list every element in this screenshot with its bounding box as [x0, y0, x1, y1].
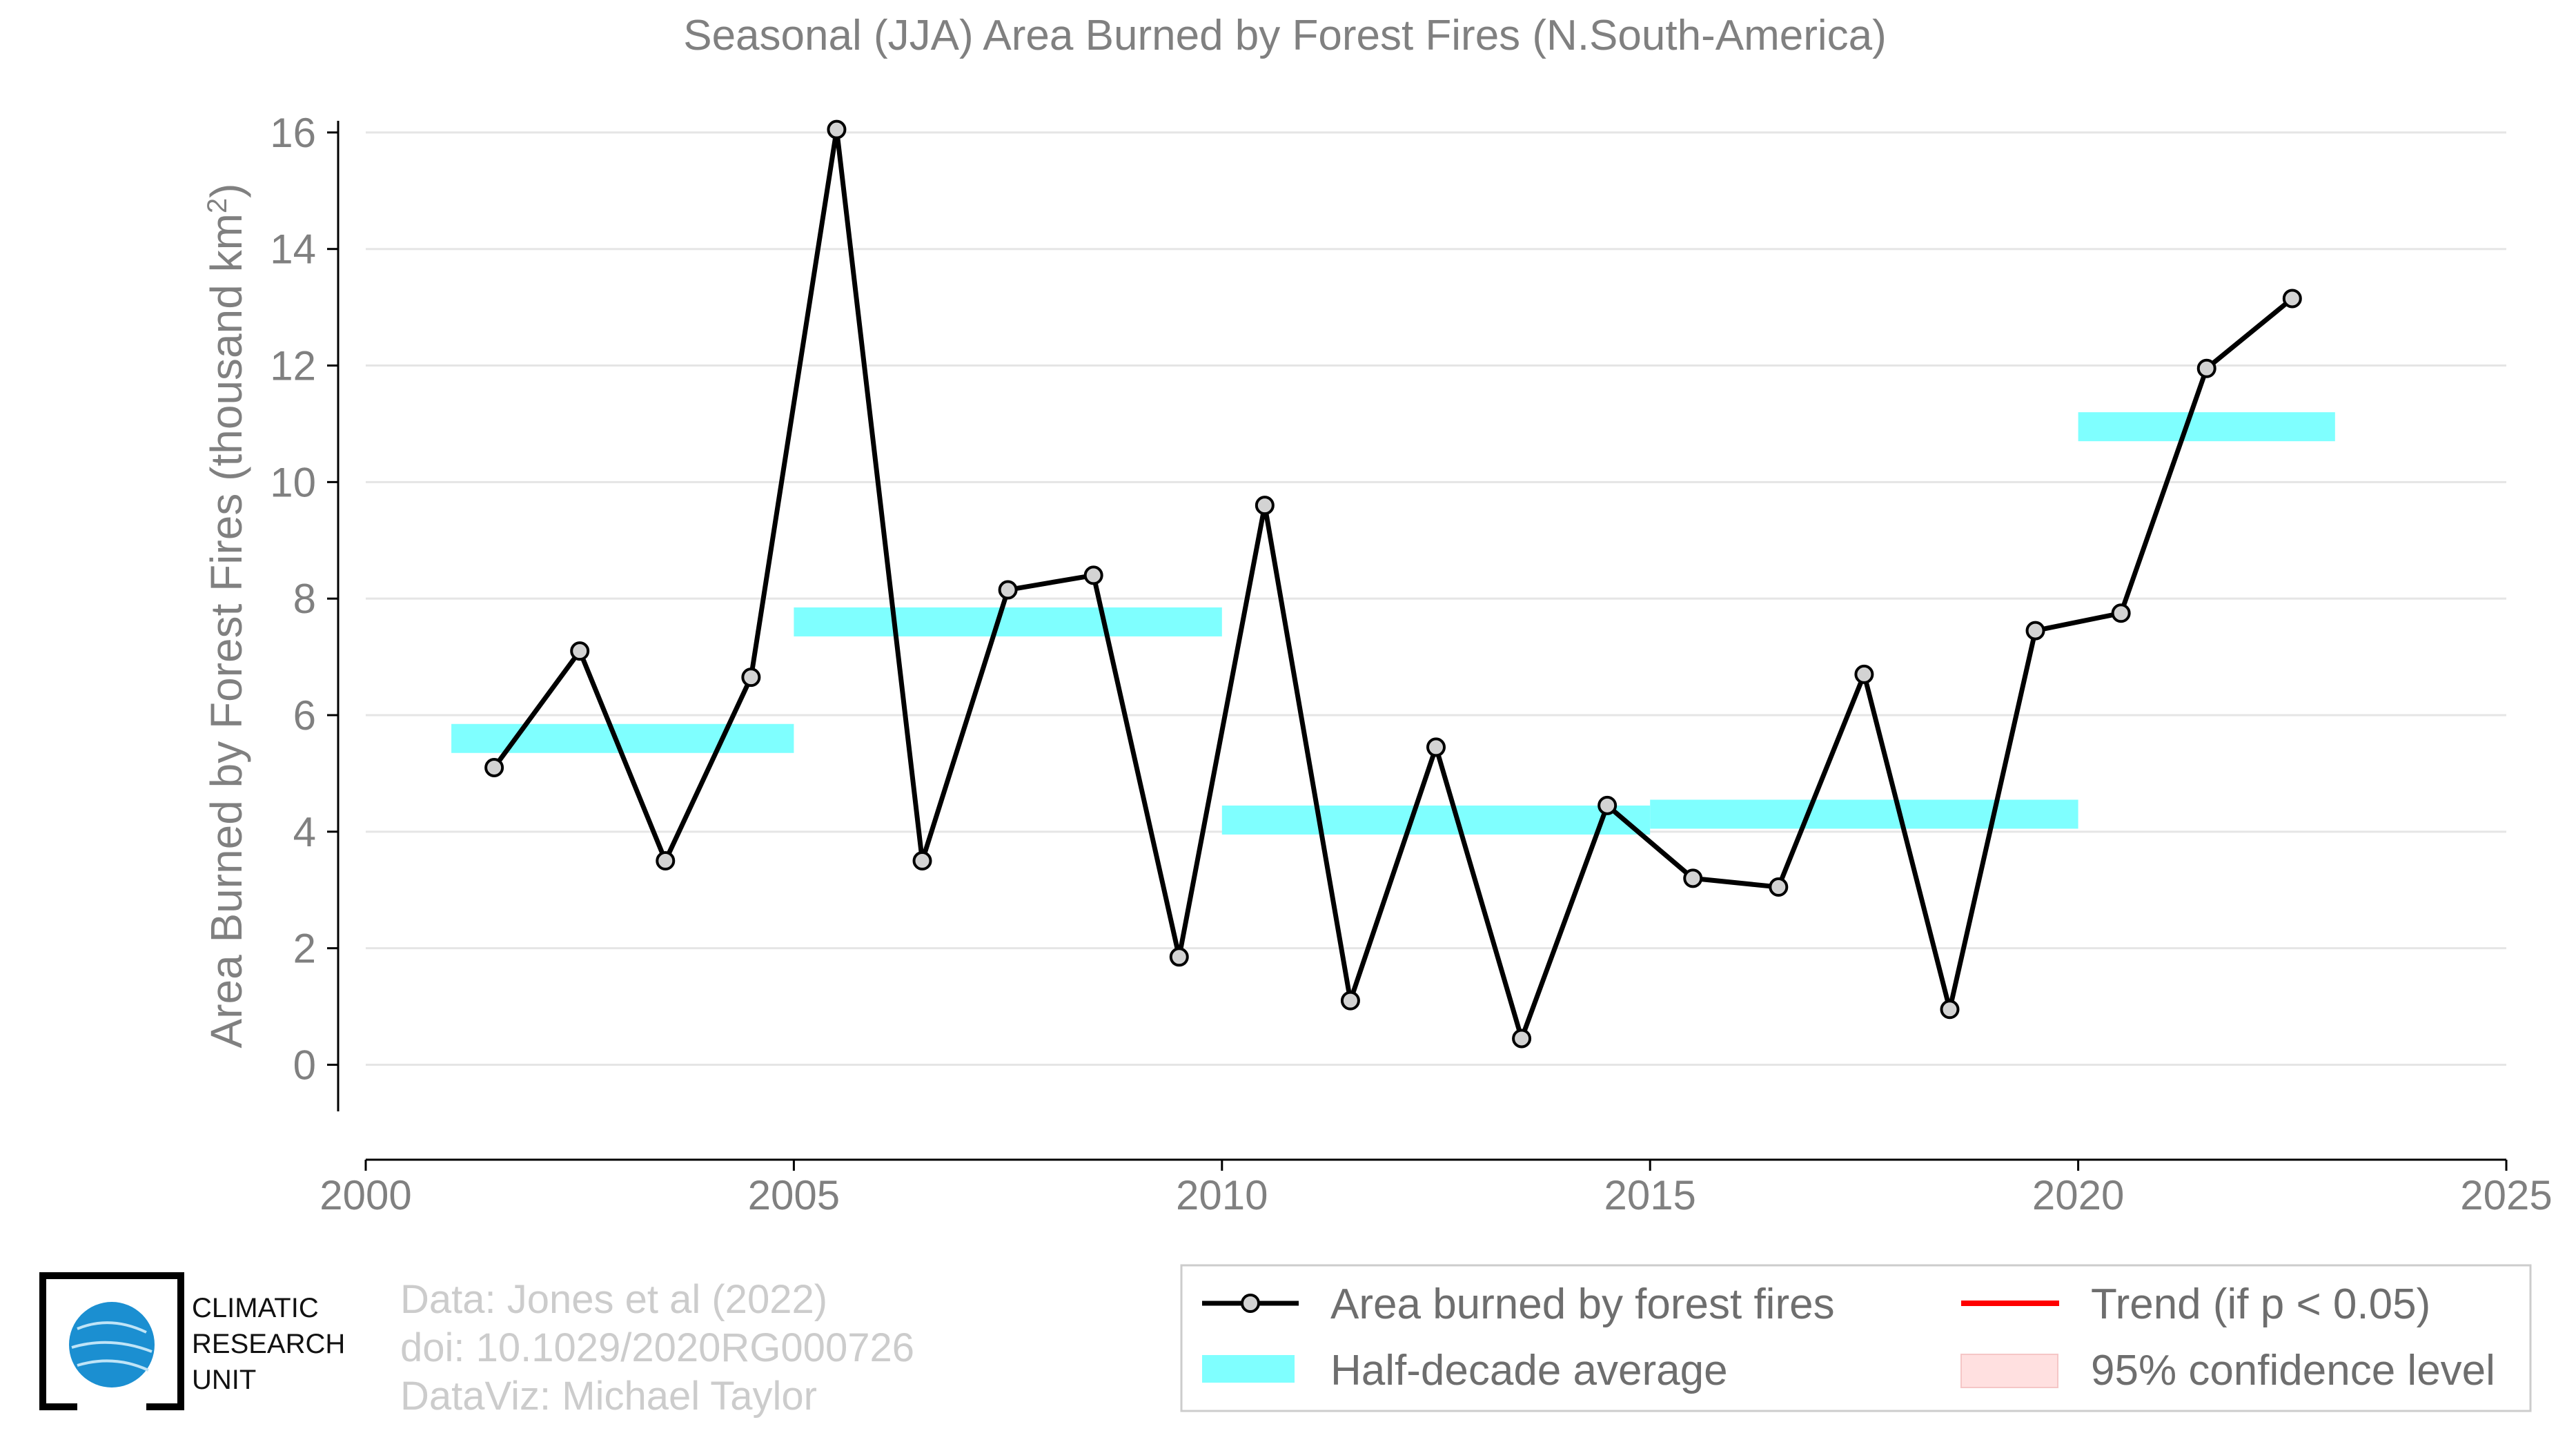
legend-marker-swatch: [1241, 1294, 1260, 1313]
data-point-9: [1255, 496, 1275, 516]
series-line: [492, 127, 2294, 1041]
data-series: [484, 119, 2302, 1049]
y-tick-label-12: 12: [270, 343, 316, 389]
data-point-11: [1426, 737, 1446, 757]
cru-logo: CLIMATIC RESEARCH UNIT: [39, 1272, 345, 1410]
globe-contour: [71, 1321, 153, 1372]
data-point-6: [998, 580, 1018, 600]
y-tick-label-2: 2: [293, 926, 316, 972]
x-tick-label-2025: 2025: [2460, 1172, 2552, 1218]
half-decade-bar-4: [2078, 412, 2335, 442]
y-axis-label-close: ): [201, 184, 251, 198]
logo-line-1: CLIMATIC: [192, 1293, 319, 1323]
credit-data: Data: Jones et al (2022): [400, 1277, 827, 1322]
legend-label-avg: Half-decade average: [1330, 1347, 1728, 1394]
data-point-14: [1683, 868, 1703, 888]
x-ticks: 2000 2005 2010 2015 2020 2025: [319, 1160, 2553, 1218]
legend: Area burned by forest fires Half-decade …: [1180, 1264, 2532, 1412]
data-point-8: [1169, 947, 1189, 967]
legend-box: [1180, 1264, 2532, 1412]
y-axis-label-sup: 2: [202, 198, 233, 213]
data-point-13: [1597, 795, 1618, 815]
legend-label-trend: Trend (if p < 0.05): [2091, 1280, 2430, 1328]
y-tick-label-10: 10: [270, 459, 316, 505]
y-tick-label-4: 4: [293, 809, 316, 855]
data-point-4: [827, 119, 847, 139]
logo-line-3: UNIT: [192, 1365, 256, 1395]
data-point-10: [1340, 991, 1360, 1011]
chart-title: Seasonal (JJA) Area Burned by Forest Fir…: [683, 12, 1887, 59]
y-tick-label-6: 6: [293, 692, 316, 739]
legend-label-series: Area burned by forest fires: [1330, 1280, 1835, 1328]
half-decade-average-bars: [451, 412, 2335, 835]
x-tick-label-2010: 2010: [1176, 1172, 1268, 1218]
data-point-16: [1854, 664, 1874, 684]
y-tick-label-14: 14: [270, 226, 316, 273]
y-ticks: 0 2 4 6 8 10 12 14 16: [270, 110, 338, 1088]
half-decade-bar-3: [1650, 799, 2078, 829]
half-decade-bar-1: [794, 607, 1222, 636]
data-point-3: [741, 668, 761, 688]
y-tick-label-8: 8: [293, 576, 316, 622]
logo-bracket-left: [39, 1272, 155, 1410]
y-axis-label-main: Area Burned by Forest Fires (thousand km: [201, 213, 251, 1048]
data-point-18: [2025, 621, 2045, 641]
legend-avg-swatch: [1202, 1355, 1295, 1383]
logo-line-2: RESEARCH: [192, 1329, 345, 1359]
data-point-2: [656, 851, 676, 871]
logo-bracket-right: [121, 1272, 184, 1410]
half-decade-bar-2: [1221, 805, 1651, 835]
data-point-17: [1940, 1000, 1960, 1020]
y-axis-label: Area Burned by Forest Fires (thousand km…: [201, 184, 251, 1049]
x-tick-label-2015: 2015: [1604, 1172, 1695, 1218]
x-tick-label-2000: 2000: [319, 1172, 411, 1218]
data-point-21: [2282, 289, 2302, 309]
data-point-5: [912, 851, 932, 871]
data-point-0: [484, 757, 504, 777]
data-point-15: [1769, 877, 1789, 897]
data-point-1: [570, 641, 590, 661]
x-tick-label-2020: 2020: [2032, 1172, 2124, 1218]
x-tick-label-2005: 2005: [748, 1172, 840, 1218]
y-tick-label-0: 0: [293, 1042, 316, 1088]
credit-doi: doi: 10.1029/2020RG000726: [400, 1325, 914, 1370]
data-point-19: [2111, 603, 2131, 623]
data-point-7: [1083, 565, 1103, 585]
data-point-12: [1512, 1029, 1532, 1049]
half-decade-bar-0: [451, 723, 794, 753]
grid: [366, 131, 2506, 1066]
data-point-20: [2196, 358, 2216, 378]
legend-label-confidence: 95% confidence level: [2091, 1347, 2495, 1394]
y-tick-label-16: 16: [270, 110, 316, 156]
legend-confidence-swatch: [1960, 1354, 2058, 1388]
credit-dataviz: DataViz: Michael Taylor: [400, 1374, 817, 1419]
